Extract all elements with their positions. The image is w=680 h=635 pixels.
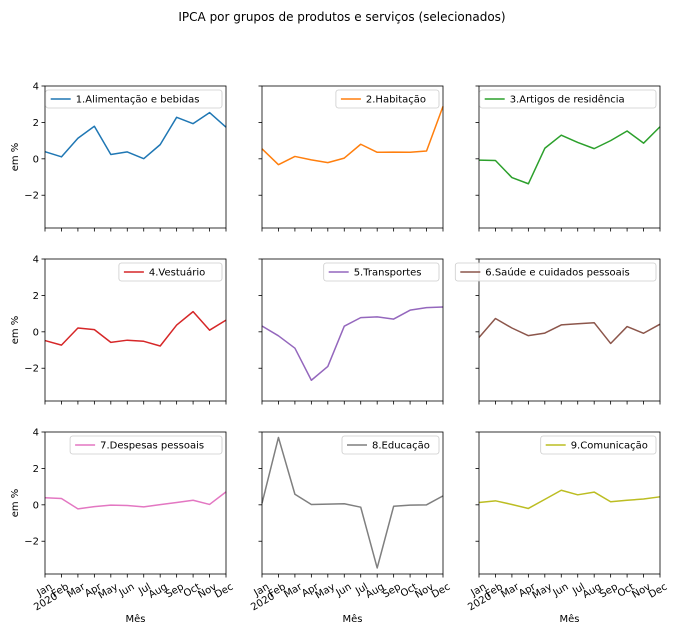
legend-label: 4.Vestuário — [149, 267, 205, 279]
series-line — [478, 489, 661, 510]
legend-label: 9.Comunicação — [571, 441, 648, 452]
legend-label: 6.Saúde e cuidados pessoais — [485, 267, 629, 279]
legend-label: 3.Artigos de residência — [510, 94, 625, 106]
series-line — [44, 111, 227, 160]
x-tick-label-line: Dec — [430, 582, 452, 601]
y-tick-label: 0 — [33, 500, 39, 511]
subplot-grid: 4 2 0 −2 em % 1.Alimentação e bebidas 2.Habita… — [10, 82, 669, 626]
y-axis-label: em % — [10, 143, 21, 172]
y-tick-label: 4 — [33, 428, 39, 439]
legend-box — [69, 435, 223, 455]
legend-box — [45, 89, 223, 109]
subplot-4: 4 2 0 −2 em % 4.Vestuário — [10, 255, 227, 405]
axes-frame — [261, 258, 444, 402]
subplot-2: 2.Habitação — [258, 85, 444, 232]
subplot-6: 6.Saúde e cuidados pessoais — [454, 258, 661, 405]
axes-frame — [478, 85, 661, 229]
legend-box — [479, 89, 657, 109]
x-tick-label: Dec — [647, 582, 669, 601]
x-tick-label: May — [314, 582, 337, 602]
x-tick-label-line: Jun — [551, 582, 571, 600]
y-axis-label: em % — [10, 489, 21, 518]
series-line — [261, 436, 444, 569]
x-axis-label: Mês — [560, 613, 580, 625]
subplot-1: 4 2 0 −2 em % 1.Alimentação e bebidas — [10, 82, 227, 232]
x-tick-label: May — [97, 582, 120, 602]
legend-label: 7.Despesas pessoais — [100, 441, 204, 452]
y-tick-label: 2 — [33, 291, 39, 302]
y-tick-label: −2 — [24, 537, 39, 548]
x-tick-label: Jun — [117, 582, 137, 600]
x-tick-label-line: Dec — [213, 582, 235, 601]
series-line — [478, 317, 661, 345]
y-tick-label: 2 — [33, 118, 39, 129]
legend-box — [335, 89, 440, 109]
x-axis-label: Mês — [126, 613, 146, 625]
y-tick-label: 4 — [33, 255, 39, 266]
x-tick-label-line: Jun — [334, 582, 354, 600]
x-tick-label-line: Jun — [117, 582, 137, 600]
y-tick-label: 0 — [33, 154, 39, 165]
legend-label: 1.Alimentação e bebidas — [76, 95, 200, 106]
axes-frame — [478, 431, 661, 575]
x-tick-label-line: May — [314, 582, 337, 602]
x-tick-label: May — [531, 582, 554, 602]
subplot-5: 5.Transportes — [258, 258, 444, 405]
axes-frame — [478, 258, 661, 402]
legend-label: 5.Transportes — [354, 268, 422, 279]
figure-title: IPCA por grupos de produtos e serviços (… — [178, 10, 505, 24]
y-tick-label: 0 — [33, 327, 39, 338]
axes-frame — [44, 85, 227, 229]
axes-frame — [44, 431, 227, 575]
x-tick-label: Jun — [551, 582, 571, 600]
x-tick-label: Jun — [334, 582, 354, 600]
x-tick-label-line: May — [97, 582, 120, 602]
legend-box — [454, 262, 657, 282]
y-tick-label: −2 — [24, 364, 39, 375]
series-line — [478, 126, 661, 185]
series-line — [44, 310, 227, 347]
y-tick-label: 4 — [33, 82, 39, 93]
x-axis-label: Mês — [343, 613, 363, 625]
y-tick-label: −2 — [24, 191, 39, 202]
y-axis-label: em % — [10, 316, 21, 345]
legend-box — [323, 262, 440, 282]
subplot-3: 3.Artigos de residência — [475, 85, 661, 232]
series-line — [44, 491, 227, 510]
x-tick-label: Dec — [213, 582, 235, 601]
axes-frame — [261, 85, 444, 229]
legend-label: 2.Habitação — [366, 95, 426, 106]
y-tick-label: 2 — [33, 464, 39, 475]
series-line — [261, 306, 444, 381]
axes-frame — [261, 431, 444, 575]
legend-box — [341, 435, 440, 455]
x-tick-label: Dec — [430, 582, 452, 601]
legend-label: 8.Educação — [372, 441, 430, 452]
x-tick-label-line: May — [531, 582, 554, 602]
axes-frame — [44, 258, 227, 402]
legend-box — [118, 262, 223, 282]
legend-box — [540, 435, 657, 455]
x-tick-label-line: Dec — [647, 582, 669, 601]
series-line — [261, 106, 444, 166]
